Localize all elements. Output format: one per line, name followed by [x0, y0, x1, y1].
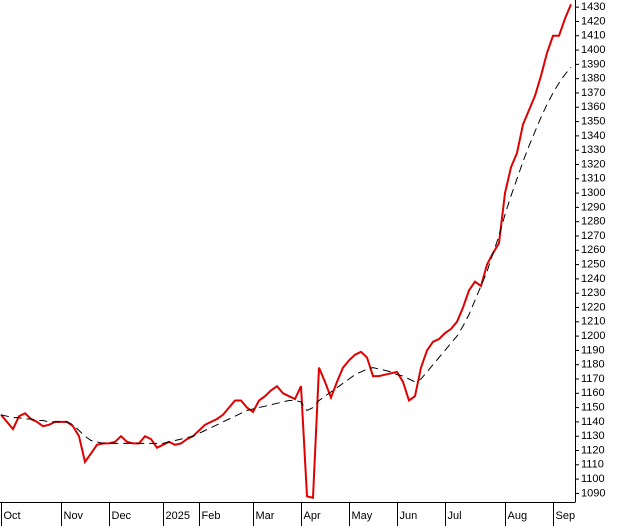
y-tick-label: 1180 — [581, 359, 605, 371]
y-tick-label: 1260 — [581, 244, 605, 256]
y-tick-label: 1190 — [581, 344, 605, 356]
y-tick-label: 1380 — [581, 73, 605, 85]
x-tick-label: Aug — [508, 510, 528, 522]
y-tick-label: 1270 — [581, 230, 605, 242]
y-tick-label: 1390 — [581, 58, 605, 70]
x-tick-label: Nov — [64, 510, 84, 522]
y-tick-label: 1400 — [581, 44, 605, 56]
y-tick-label: 1150 — [581, 402, 605, 414]
x-tick-label: Oct — [4, 510, 21, 522]
y-tick-label: 1140 — [581, 416, 605, 428]
y-tick-label: 1340 — [581, 130, 605, 142]
y-tick-label: 1120 — [581, 444, 605, 456]
y-tick-label: 1310 — [581, 173, 605, 185]
y-tick-label: 1230 — [581, 287, 605, 299]
y-tick-label: 1130 — [581, 430, 605, 442]
y-tick-label: 1210 — [581, 316, 605, 328]
y-tick-label: 1330 — [581, 144, 605, 156]
y-tick-label: 1160 — [581, 387, 605, 399]
x-tick-label: Dec — [112, 510, 132, 522]
x-tick-label: May — [352, 510, 373, 522]
y-tick-label: 1110 — [581, 459, 604, 471]
y-tick-label: 1090 — [581, 487, 605, 499]
y-tick-label: 1350 — [581, 115, 605, 127]
x-tick-label: 2025 — [166, 510, 190, 522]
y-tick-label: 1370 — [581, 87, 605, 99]
x-tick-label: Apr — [304, 510, 321, 522]
y-tick-label: 1410 — [581, 30, 605, 42]
y-tick-label: 1240 — [581, 273, 605, 285]
x-tick-label: Jul — [448, 510, 462, 522]
y-tick-label: 1360 — [581, 101, 605, 113]
x-tick-label: Jun — [400, 510, 418, 522]
x-tick-label: Feb — [202, 510, 221, 522]
series-line — [0, 66, 572, 444]
x-tick-label: Mar — [256, 510, 275, 522]
y-tick-label: 1430 — [581, 1, 605, 13]
y-tick-label: 1100 — [581, 473, 605, 485]
y-tick-label: 1200 — [581, 330, 605, 342]
y-tick-label: 1250 — [581, 258, 605, 270]
y-tick-label: 1320 — [581, 158, 605, 170]
y-tick-label: 1220 — [581, 301, 605, 313]
series-line — [0, 3, 572, 499]
y-tick-label: 1170 — [581, 373, 605, 385]
x-tick-label: Sep — [556, 510, 576, 522]
y-tick-label: 1420 — [581, 15, 605, 27]
y-tick-label: 1300 — [581, 187, 605, 199]
y-tick-label: 1280 — [581, 216, 605, 228]
y-tick-label: 1290 — [581, 201, 605, 213]
